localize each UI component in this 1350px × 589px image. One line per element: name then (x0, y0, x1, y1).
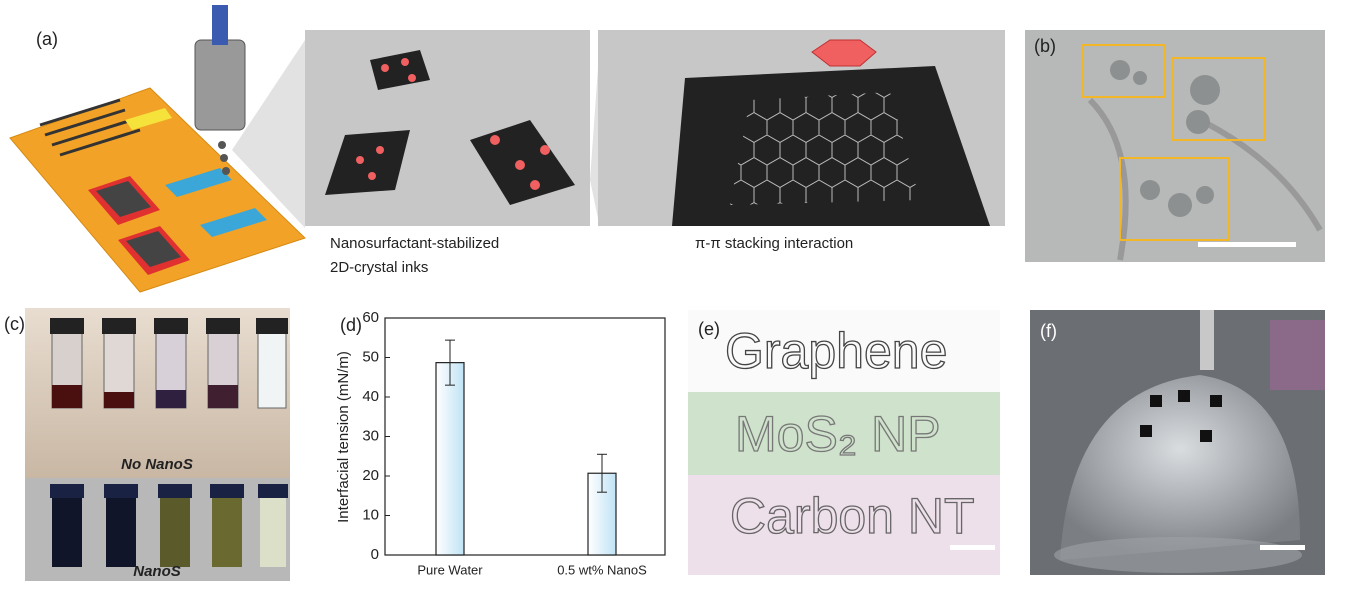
x-tick-label: 0.5 wt% NanoS (557, 562, 647, 577)
printed-word: Carbon NT (730, 488, 975, 544)
vials-top (50, 318, 288, 409)
panel-d: (d) Interfacial tension (mN/m) 0 10 20 30 40… (335, 309, 666, 577)
y-tick-label: 60 (362, 309, 379, 326)
panel-a: (a) Nanosurfactant-stabilized 2D-crystal… (9, 5, 1005, 293)
zoom-panel (305, 30, 590, 226)
bar (435, 362, 465, 556)
caption: π-π stacking interaction (695, 235, 853, 252)
x-tick-label: Pure Water (417, 562, 483, 577)
pad (125, 108, 172, 130)
panel-b: (b) (1025, 30, 1325, 262)
y-axis-label: Interfacial tension (mN/m) (335, 351, 352, 523)
panel-e: Graphene MoS₂ NP Carbon NT (e) (688, 310, 1000, 575)
printed-word: Graphene (725, 323, 947, 379)
nozzle-tip (212, 5, 228, 45)
scale-bar (1198, 242, 1296, 247)
zoom-cone (590, 40, 600, 228)
y-tick-label: 20 (362, 467, 379, 484)
panel-label: (f) (1040, 321, 1057, 341)
panel-label: (a) (36, 29, 58, 49)
zoom-cone (232, 40, 305, 228)
pad (126, 231, 181, 267)
nanosurfactants (356, 58, 550, 190)
dome-base (1054, 537, 1302, 573)
flake (325, 130, 410, 195)
lattice (730, 92, 920, 205)
scale-bar (950, 545, 995, 550)
caption: 2D-crystal inks (330, 259, 428, 276)
panel-label: (b) (1034, 36, 1056, 56)
dome (1060, 375, 1300, 560)
pad (165, 168, 232, 197)
y-tick-label: 30 (362, 427, 379, 444)
plot-frame (384, 317, 666, 556)
band (688, 392, 1000, 475)
pyrene (811, 39, 877, 67)
caption: Nanosurfactant-stabilized (330, 235, 499, 252)
printed-word: MoS₂ NP (735, 406, 941, 462)
background-object (1270, 320, 1325, 390)
particles (1110, 60, 1220, 217)
panel-label: (d) (340, 315, 362, 335)
vials-bottom (50, 484, 288, 567)
nozzle (1200, 310, 1214, 370)
highlight-boxes (1081, 44, 1266, 241)
y-tick-label: 40 (362, 388, 379, 405)
photo-label: NanoS (133, 563, 181, 580)
y-tick-label: 10 (362, 506, 379, 523)
panel-f: (f) (1030, 310, 1325, 575)
pad (200, 208, 267, 237)
scale-bar (1260, 545, 1305, 550)
electrode-lines (39, 98, 141, 157)
band (688, 475, 1000, 575)
printed-pads (1140, 390, 1222, 442)
nozzle (194, 39, 246, 131)
photo-label: No NanoS (121, 456, 193, 473)
sheet-edge (1087, 97, 1323, 261)
droplets (218, 141, 230, 175)
y-tick-label: 50 (362, 348, 379, 365)
panel-label: (c) (4, 314, 25, 334)
band (688, 310, 1000, 392)
pad (96, 181, 151, 217)
panel-label: (e) (698, 319, 720, 339)
panel-c: No NanoS NanoS (c) (4, 308, 290, 581)
y-tick-label: 0 (371, 546, 379, 563)
tem-image (1025, 30, 1325, 262)
